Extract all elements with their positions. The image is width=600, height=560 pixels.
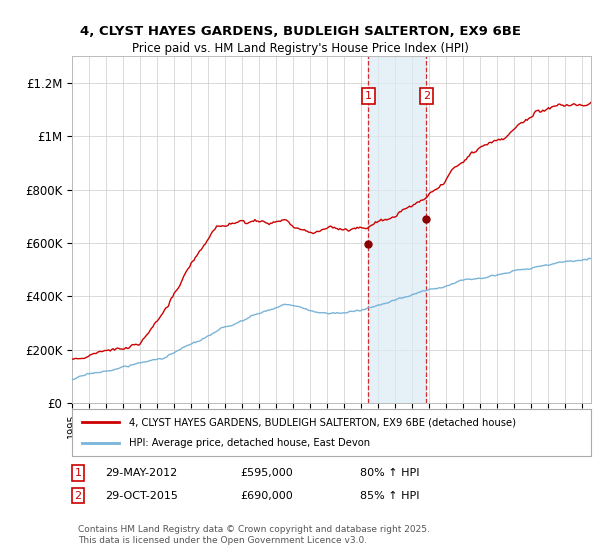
- Text: Contains HM Land Registry data © Crown copyright and database right 2025.
This d: Contains HM Land Registry data © Crown c…: [78, 525, 430, 545]
- Text: 29-MAY-2012: 29-MAY-2012: [105, 468, 177, 478]
- Text: 29-OCT-2015: 29-OCT-2015: [105, 491, 178, 501]
- Text: 80% ↑ HPI: 80% ↑ HPI: [360, 468, 419, 478]
- Text: 4, CLYST HAYES GARDENS, BUDLEIGH SALTERTON, EX9 6BE (detached house): 4, CLYST HAYES GARDENS, BUDLEIGH SALTERT…: [129, 417, 516, 427]
- Text: 4, CLYST HAYES GARDENS, BUDLEIGH SALTERTON, EX9 6BE: 4, CLYST HAYES GARDENS, BUDLEIGH SALTERT…: [79, 25, 521, 38]
- Text: 2: 2: [423, 91, 430, 101]
- Text: HPI: Average price, detached house, East Devon: HPI: Average price, detached house, East…: [129, 438, 370, 448]
- Text: £690,000: £690,000: [240, 491, 293, 501]
- Text: 1: 1: [365, 91, 372, 101]
- Bar: [368, 56, 427, 403]
- Text: 85% ↑ HPI: 85% ↑ HPI: [360, 491, 419, 501]
- Text: £595,000: £595,000: [240, 468, 293, 478]
- Text: 1: 1: [74, 468, 82, 478]
- Text: 2: 2: [74, 491, 82, 501]
- Text: Price paid vs. HM Land Registry's House Price Index (HPI): Price paid vs. HM Land Registry's House …: [131, 42, 469, 55]
